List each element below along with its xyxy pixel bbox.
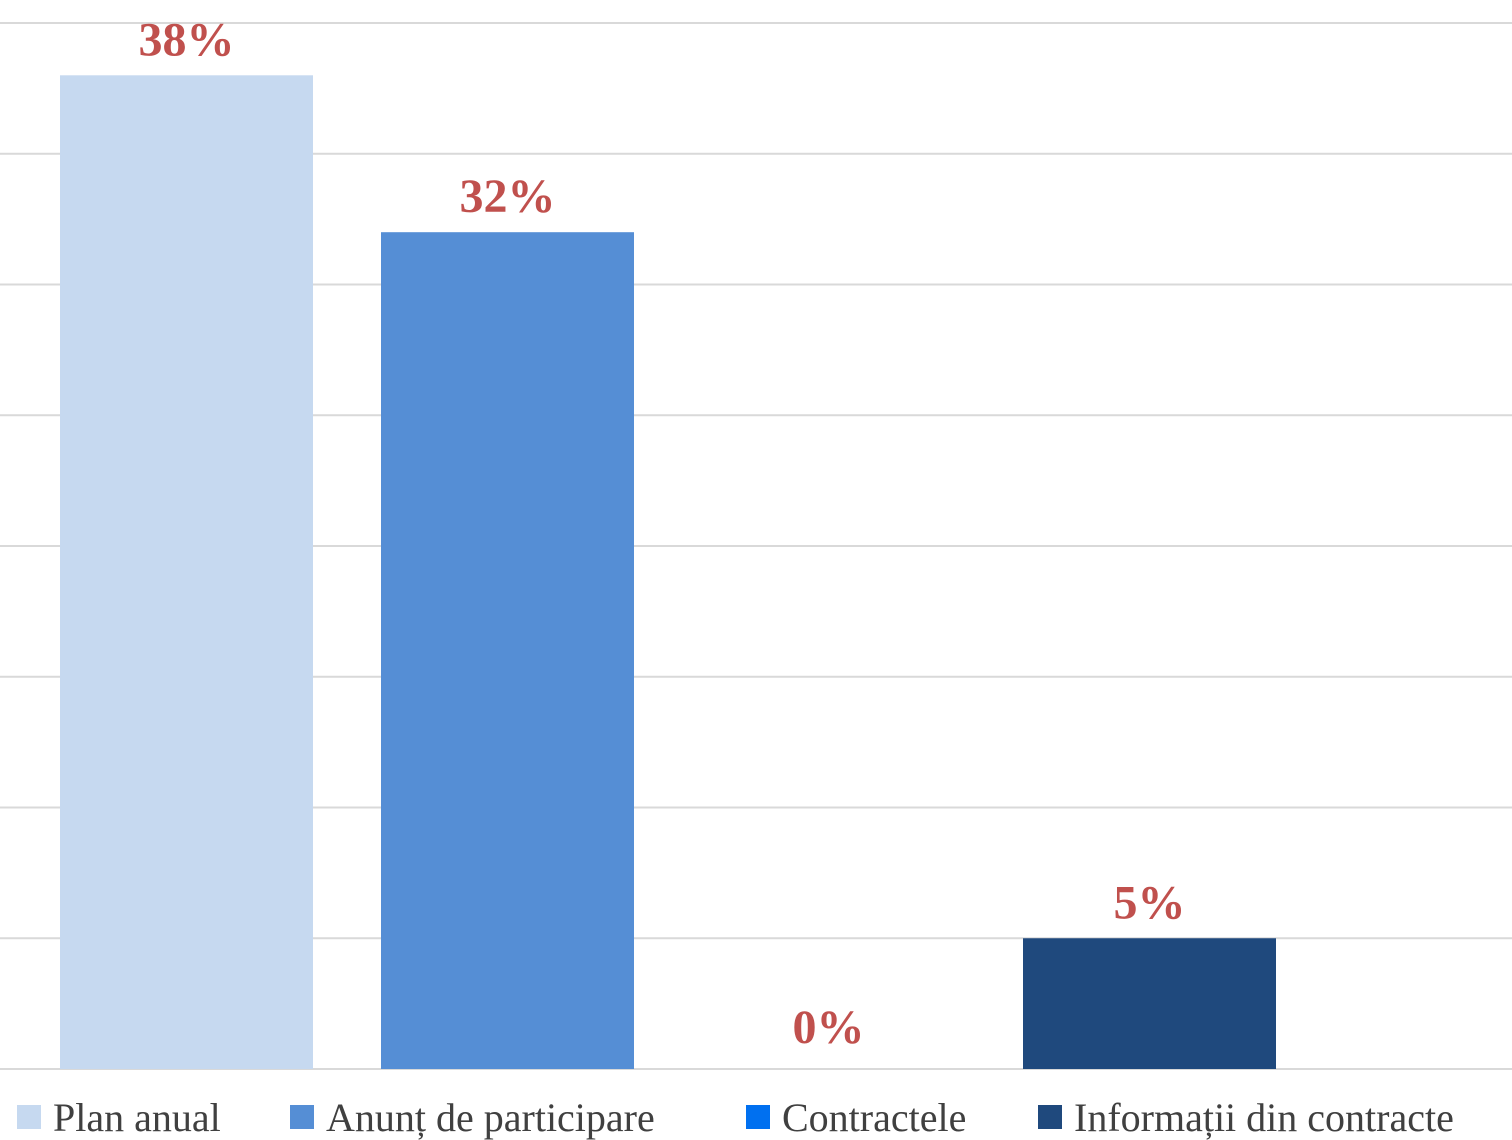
- bars: [60, 75, 1276, 1070]
- legend-label-4: Informații din contracte: [1074, 1095, 1454, 1140]
- legend-swatch-4: [1038, 1105, 1062, 1129]
- bar-2: [381, 232, 634, 1069]
- legend-swatch-3: [746, 1105, 770, 1129]
- bar-1: [60, 75, 313, 1070]
- legend-label-2: Anunț de participare: [326, 1095, 655, 1140]
- legend-label-1: Plan anual: [53, 1095, 221, 1140]
- data-label-1: 38%: [139, 13, 235, 66]
- data-label-2: 32%: [460, 170, 556, 223]
- legend: Plan anual Anunț de participare Contractel…: [17, 1095, 1454, 1140]
- data-label-4: 5%: [1114, 876, 1186, 929]
- data-labels: 38% 32% 0% 5%: [139, 13, 1186, 1054]
- bar-4: [1023, 938, 1276, 1069]
- legend-swatch-2: [290, 1105, 314, 1129]
- legend-swatch-1: [17, 1105, 41, 1129]
- data-label-3: 0%: [793, 1001, 865, 1054]
- legend-label-3: Contractele: [782, 1095, 966, 1140]
